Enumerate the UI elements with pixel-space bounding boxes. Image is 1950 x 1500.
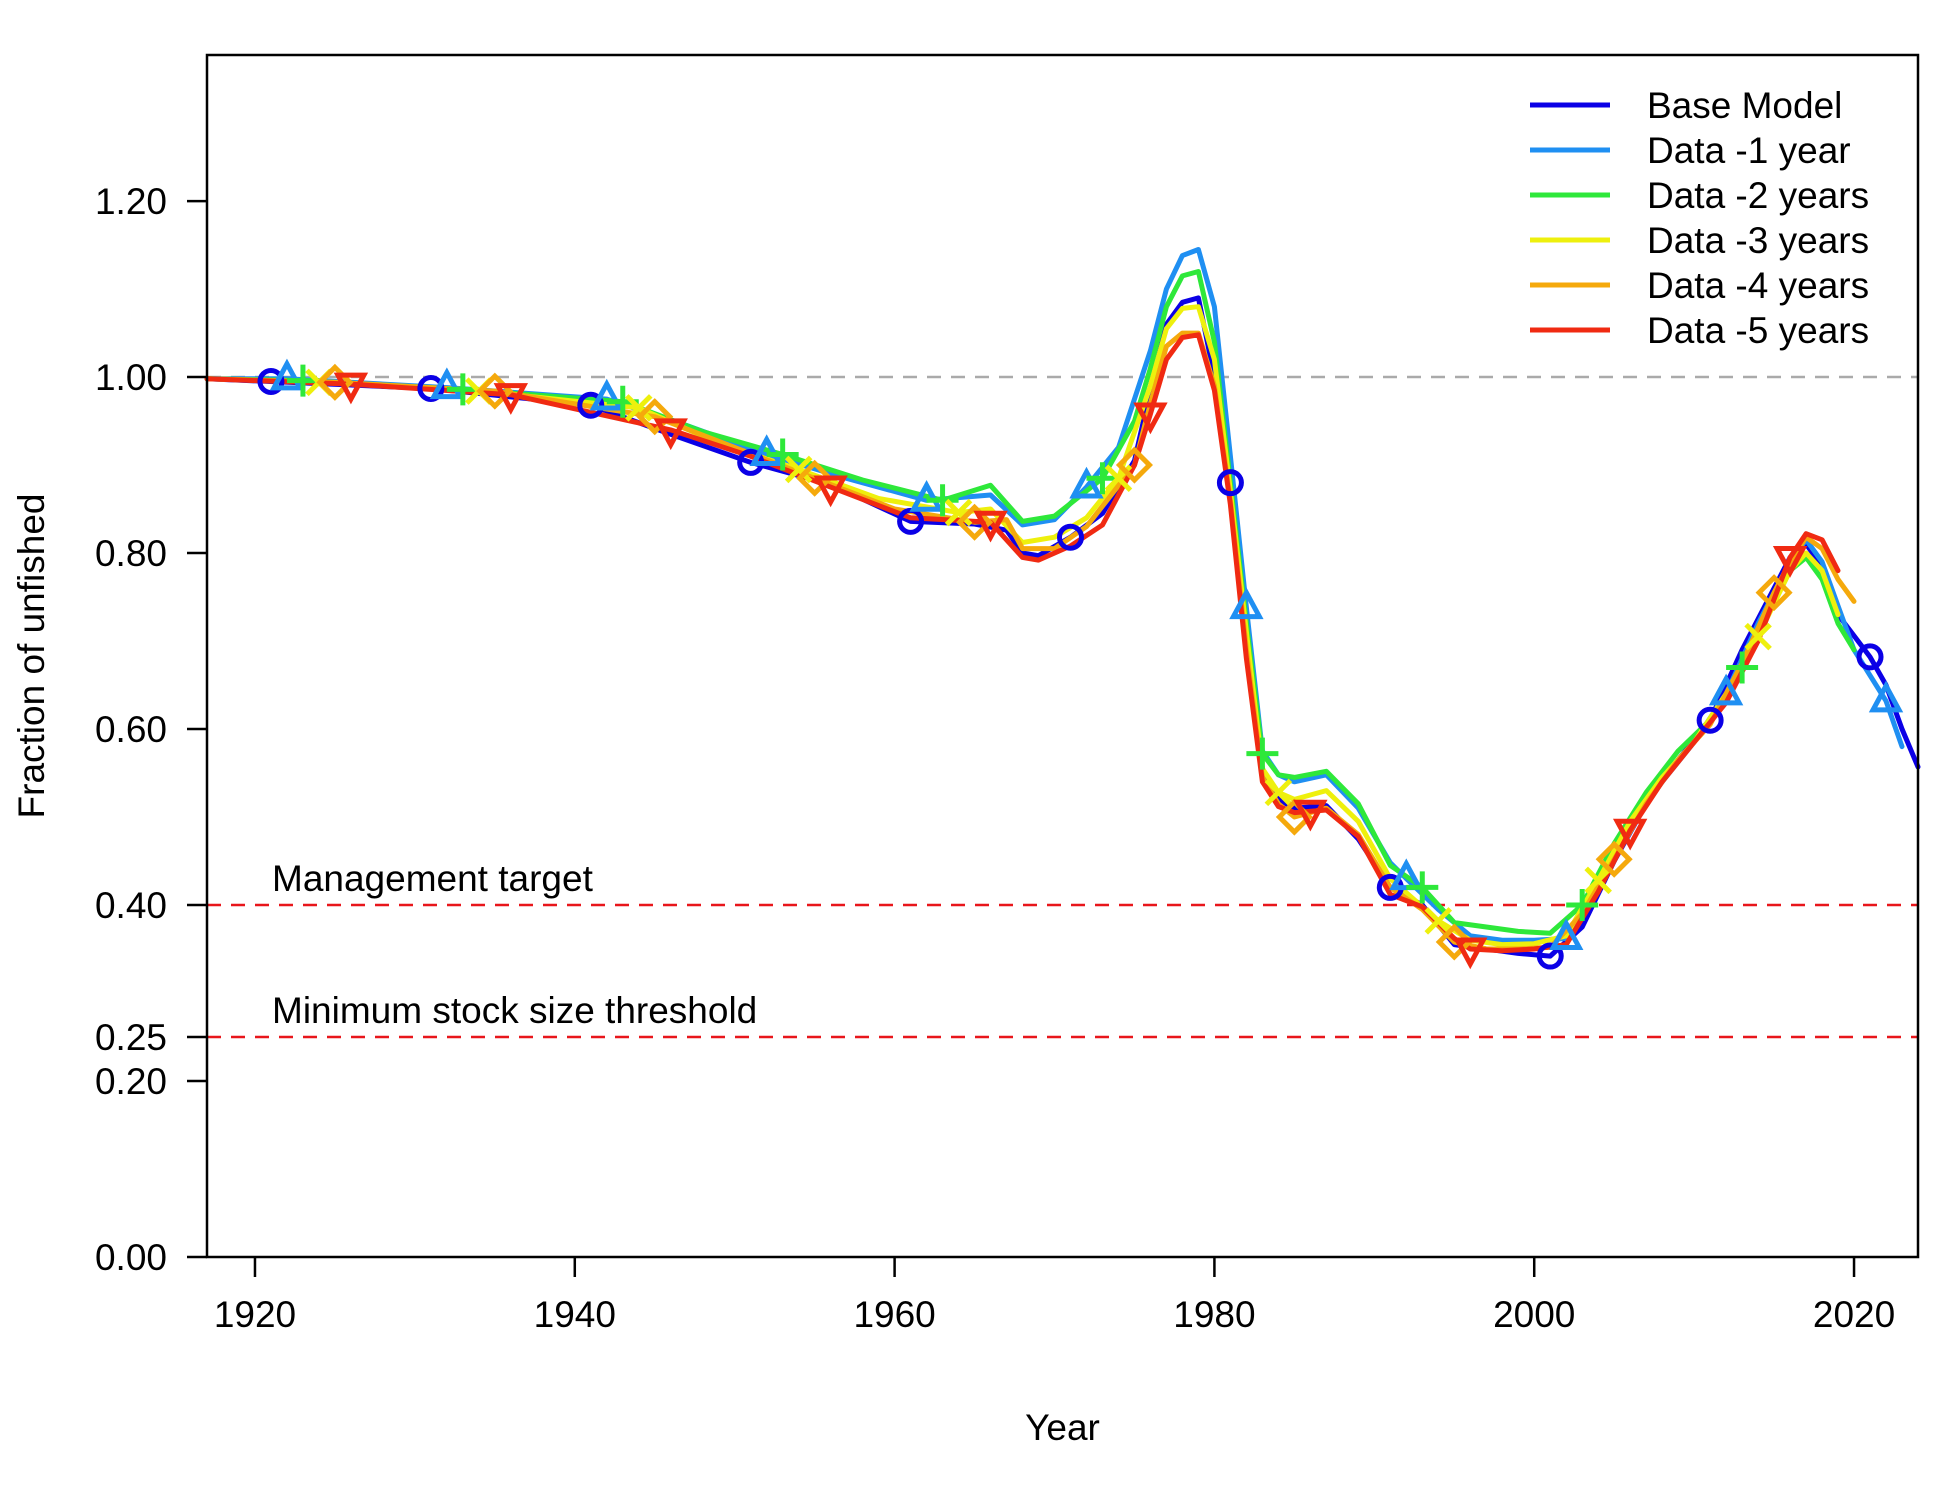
y-tick-label: 0.00	[95, 1237, 167, 1278]
series-marker	[1424, 907, 1453, 935]
series-marker	[286, 364, 319, 397]
y-axis-title: Fraction of unfished	[11, 494, 52, 819]
series-marker	[1229, 587, 1264, 620]
y-axis: 0.00 0.200.25 0.40 0.60 0.80 1.00 1.20	[95, 181, 207, 1278]
reference-lines: Management target Minimum stock size thre…	[207, 375, 1918, 1039]
series-marker	[1406, 871, 1439, 904]
series-marker	[429, 367, 465, 400]
legend-label: Data -5 years	[1647, 310, 1869, 351]
series-marker	[446, 373, 479, 406]
x-axis-title: Year	[1025, 1407, 1100, 1448]
series-marker	[1133, 402, 1168, 435]
legend-label: Data -2 years	[1647, 175, 1869, 216]
series-lines	[204, 247, 1921, 959]
series-marker	[1056, 523, 1084, 551]
series-marker	[589, 378, 624, 411]
series-marker	[749, 434, 784, 466]
series-marker	[653, 418, 688, 451]
series-marker	[1595, 840, 1633, 878]
series-marker	[1453, 937, 1488, 970]
x-tick-label: 2020	[1813, 1294, 1895, 1335]
series-marker	[1536, 942, 1564, 970]
series-marker	[1612, 818, 1648, 851]
series-marker	[926, 484, 959, 517]
series-line	[204, 332, 1841, 954]
x-tick-label: 1940	[534, 1294, 616, 1335]
reference-label: Management target	[272, 858, 594, 899]
series-line	[204, 247, 1905, 943]
series-marker	[417, 374, 445, 402]
series-marker	[1086, 462, 1119, 495]
x-tick-label: 2000	[1493, 1294, 1575, 1335]
reference-label: Minimum stock size threshold	[272, 990, 757, 1031]
series-marker	[813, 475, 848, 508]
series-marker	[493, 383, 529, 415]
series-marker	[1868, 680, 1904, 713]
series-marker	[1115, 446, 1153, 484]
series-marker	[577, 391, 605, 419]
series-marker	[944, 498, 973, 527]
series-marker	[1696, 706, 1724, 734]
y-tick-label: 0.80	[95, 533, 167, 574]
series-marker	[1726, 651, 1759, 684]
x-tick-label: 1920	[214, 1294, 296, 1335]
y-tick-label: 0.20	[95, 1061, 167, 1102]
series-marker	[1549, 918, 1584, 950]
series-line	[204, 269, 1857, 936]
legend-label: Data -1 year	[1647, 130, 1851, 171]
legend-label: Base Model	[1647, 85, 1842, 126]
series-marker	[636, 398, 674, 436]
series-marker	[784, 455, 813, 484]
x-axis: 1920 1940 1960 1980 2000 2020	[214, 1257, 1895, 1335]
y-tick-label: 0.25	[95, 1017, 167, 1058]
series-marker	[1755, 574, 1793, 612]
series-marker	[624, 394, 653, 422]
y-tick-label: 1.00	[95, 357, 167, 398]
series-marker	[1744, 622, 1772, 651]
series-marker	[1708, 673, 1744, 706]
series-marker	[1293, 799, 1328, 832]
series-marker	[1584, 866, 1612, 895]
series-marker	[1772, 545, 1808, 578]
series-marker	[1069, 466, 1104, 499]
series-marker	[1435, 923, 1473, 961]
y-tick-label: 0.60	[95, 709, 167, 750]
legend-label: Data -3 years	[1647, 220, 1869, 261]
series-marker	[766, 438, 799, 471]
series-marker	[956, 503, 994, 541]
series-marker	[796, 459, 834, 497]
series-marker	[257, 367, 285, 395]
x-tick-label: 1960	[853, 1294, 935, 1335]
series-marker	[1264, 778, 1293, 807]
y-tick-label: 0.40	[95, 885, 167, 926]
series-marker	[1216, 469, 1244, 497]
series-marker	[973, 510, 1008, 543]
x-tick-label: 1980	[1173, 1294, 1255, 1335]
y-tick-label: 1.20	[95, 181, 167, 222]
series-marker	[269, 358, 305, 391]
series-marker	[909, 480, 944, 512]
legend-label: Data -4 years	[1647, 265, 1869, 306]
series-marker	[1246, 737, 1279, 770]
series-marker	[333, 372, 369, 405]
series-line	[204, 304, 1841, 948]
series-marker	[1856, 643, 1884, 671]
series-marker	[1566, 889, 1599, 922]
series-markers	[257, 358, 1904, 970]
plot-frame	[205, 53, 1920, 1259]
